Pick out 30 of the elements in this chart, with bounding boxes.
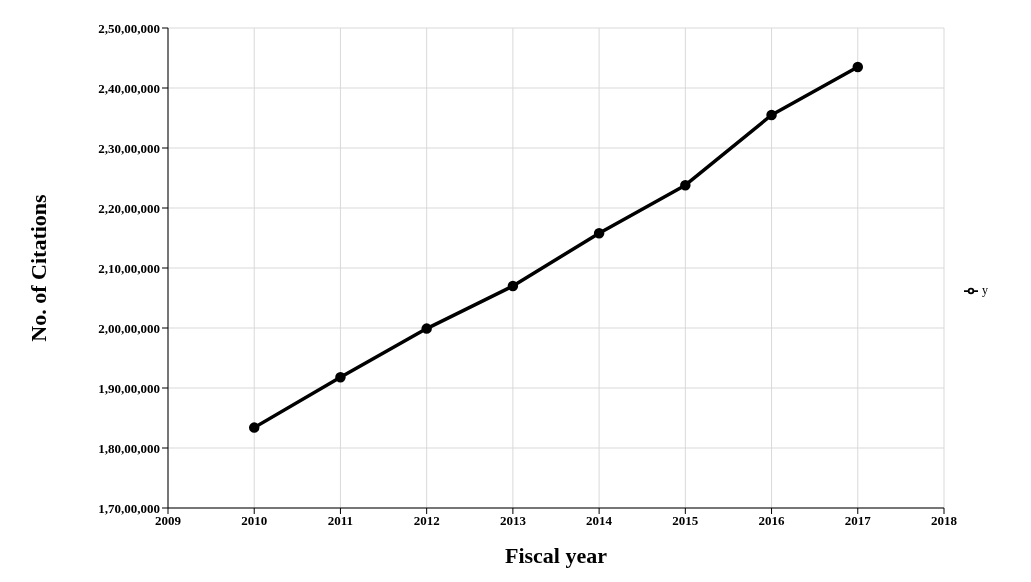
x-tick-label: 2017 — [844, 513, 872, 529]
point — [507, 280, 519, 292]
y-tick-label: 1,70,00,000 — [98, 500, 160, 516]
x-tick-label: 2013 — [499, 513, 527, 529]
point — [766, 109, 777, 121]
x-tick-label: 2014 — [586, 513, 613, 529]
y-tick-label: 2,10,00,000 — [98, 260, 160, 276]
point — [593, 227, 605, 239]
y-tick-label: 2,20,00,000 — [98, 200, 160, 216]
point — [680, 179, 691, 191]
y-tick-label: 2,40,00,000 — [98, 80, 160, 96]
x-tick-label: 2018 — [931, 513, 958, 529]
y-tick-label: 1,90,00,000 — [98, 380, 160, 396]
point — [852, 61, 864, 73]
x-axis-title: Fiscal year — [504, 543, 608, 568]
legend-label: y — [982, 282, 988, 297]
x-tick-label: 2011 — [327, 513, 354, 529]
y-tick-label: 2,50,00,000 — [98, 20, 160, 36]
x-tick-label: 2010 — [241, 513, 268, 529]
x-tick-label: 2016 — [758, 513, 786, 529]
point — [335, 371, 346, 383]
y-tick-label: 1,80,00,000 — [98, 440, 160, 456]
y-tick-label: 2,00,00,000 — [98, 320, 160, 336]
y-axis-title: No. of Citations — [25, 193, 51, 342]
x-tick-label: 2015 — [672, 513, 699, 529]
x-tick-label: 2012 — [413, 513, 440, 529]
x-tick-label: 2009 — [155, 513, 182, 529]
point — [421, 323, 432, 334]
y-tick-label: 2,30,00,000 — [98, 140, 160, 156]
point — [248, 422, 260, 433]
